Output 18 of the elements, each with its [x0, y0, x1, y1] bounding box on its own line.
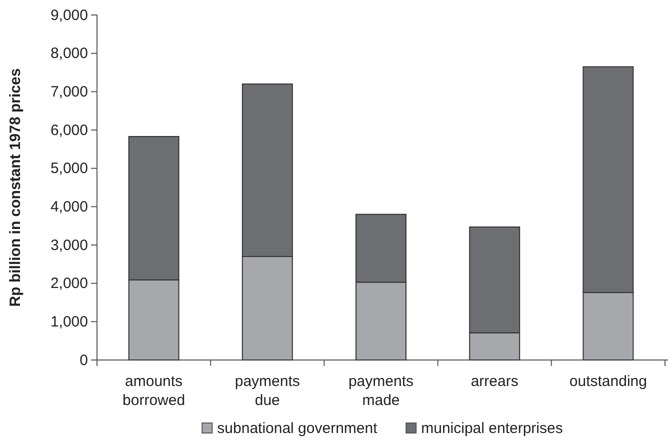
- y-tick-label: 0: [80, 352, 88, 369]
- x-tick-label: outstanding: [569, 373, 647, 390]
- y-tick-label: 3,000: [50, 236, 88, 254]
- legend-label: subnational government: [217, 420, 378, 437]
- x-tick-label: payments made: [348, 373, 414, 409]
- y-tick-label: 9,000: [50, 6, 88, 24]
- legend-label: municipal enterprises: [421, 420, 563, 437]
- y-tick-label: 5,000: [50, 160, 88, 178]
- y-tick-label: 1,000: [50, 313, 88, 330]
- x-tick-label: payments due: [234, 373, 300, 409]
- y-tick-label: 2,000: [50, 275, 88, 292]
- x-tick-label: amounts borrowed: [122, 373, 186, 409]
- x-tick-label: arrears: [470, 373, 518, 390]
- y-tick-label: 6,000: [50, 122, 88, 139]
- y-tick-label: 8,000: [50, 45, 88, 62]
- y-tick-label: 4,000: [50, 198, 88, 216]
- y-tick-label: 7,000: [50, 83, 88, 100]
- y-axis-title: Rp billion in constant 1978 prices: [7, 68, 24, 307]
